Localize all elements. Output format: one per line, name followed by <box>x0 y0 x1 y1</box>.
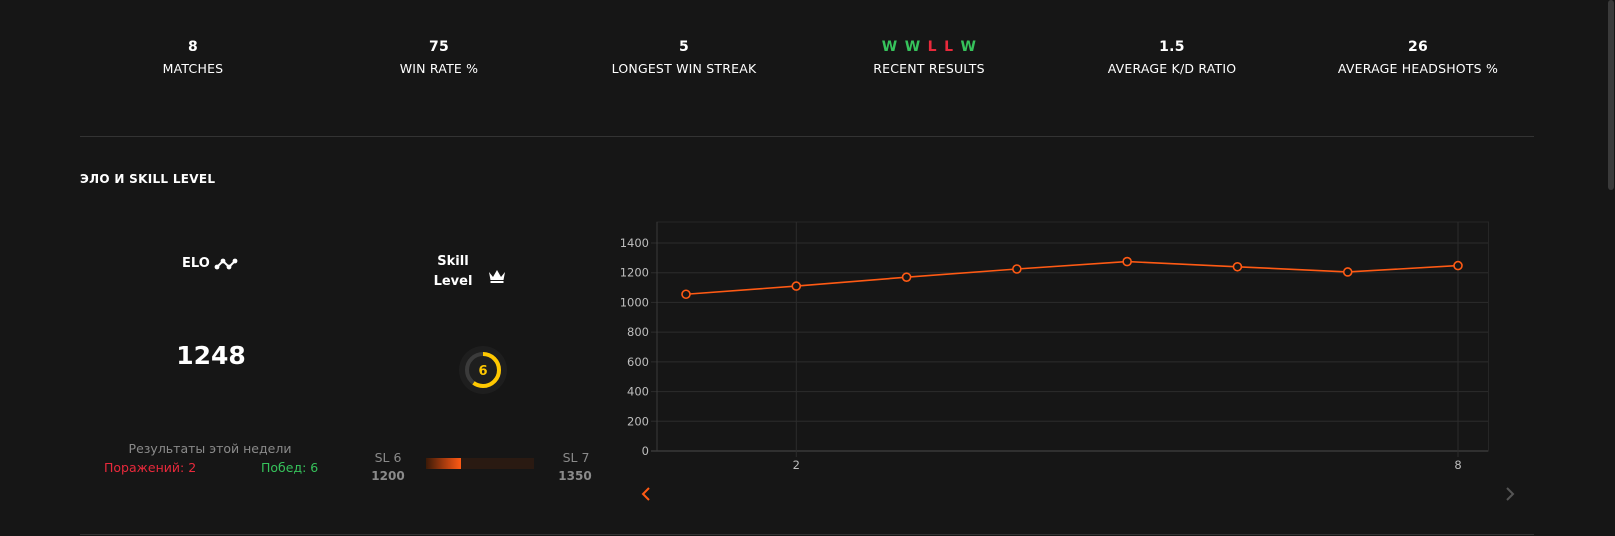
stat-recent-results-label: RECENT RESULTS <box>873 61 985 76</box>
y-tick-label: 800 <box>627 325 649 339</box>
week-results-title: Результаты этой недели <box>128 441 292 456</box>
stat-matches: 8 MATCHES <box>73 38 313 77</box>
progress-right-value: 1350 <box>558 469 592 483</box>
week-losses: Поражений: 2 <box>104 460 197 475</box>
skill-level-number: 6 <box>478 364 487 379</box>
skill-label-line2: Level <box>433 274 473 289</box>
elo-data-point <box>1453 260 1463 271</box>
elo-data-point <box>681 289 691 300</box>
divider-top <box>80 136 1534 137</box>
week-wins: Побед: 6 <box>261 460 319 475</box>
page-scrollbar-thumb[interactable] <box>1608 0 1614 190</box>
elo-data-point <box>1122 256 1132 267</box>
elo-data-point <box>1012 264 1022 274</box>
x-tick-label: 8 <box>1454 458 1461 472</box>
stat-win-rate: 75 WIN RATE % <box>319 38 559 77</box>
recent-result: W <box>904 39 921 55</box>
chart-prev-button[interactable] <box>638 484 654 504</box>
y-tick-label: 1400 <box>620 236 649 250</box>
stat-headshots-label: AVERAGE HEADSHOTS % <box>1337 61 1499 76</box>
stat-kd-ratio-value: 1.5 <box>1159 39 1185 55</box>
elo-series-line <box>685 260 1459 296</box>
y-tick-label: 1200 <box>620 266 649 280</box>
stats-row: 8 MATCHES 75 WIN RATE % 5 LONGEST WIN ST… <box>0 38 1615 86</box>
skill-label-line1: Skill <box>437 254 469 269</box>
skill-level-label: Skill Level <box>428 252 478 292</box>
stat-kd-ratio-label: AVERAGE K/D RATIO <box>1107 61 1237 76</box>
stat-recent-results: W W L L W RECENT RESULTS <box>809 38 1049 77</box>
recent-result: L <box>927 39 937 55</box>
y-tick-label: 600 <box>627 355 649 369</box>
page-scrollbar[interactable] <box>1605 0 1615 536</box>
elo-header: ELO <box>182 256 238 271</box>
recent-results-list: W W L L W <box>809 38 1049 56</box>
crown-icon <box>489 270 505 283</box>
section-title: ЭЛО И SKILL LEVEL <box>80 172 216 186</box>
chart-frame <box>656 221 1489 452</box>
elo-data-point <box>1342 267 1353 277</box>
stat-win-rate-label: WIN RATE % <box>399 61 479 76</box>
elo-data-point <box>791 281 802 291</box>
stat-headshots-value: 26 <box>1407 39 1429 55</box>
y-tick-label: 1000 <box>620 295 649 309</box>
stat-matches-value: 8 <box>187 39 199 55</box>
elo-label: ELO <box>182 256 210 271</box>
stat-longest-streak-value: 5 <box>678 39 690 55</box>
skill-progress-bar <box>426 458 534 469</box>
y-tick-label: 400 <box>627 385 649 399</box>
stat-headshots: 26 AVERAGE HEADSHOTS % <box>1298 38 1538 77</box>
recent-result: W <box>881 39 898 55</box>
stat-win-rate-value: 75 <box>428 39 450 55</box>
skill-level-badge: 6 <box>459 346 507 394</box>
stat-matches-label: MATCHES <box>162 61 224 76</box>
progress-left-value: 1200 <box>371 469 405 483</box>
divider-bottom <box>80 534 1534 535</box>
recent-result: L <box>944 39 954 55</box>
elo-history-chart: 0 200 400 600 800 1000 1200 1400 2 8 <box>620 221 1489 472</box>
elo-value: 1248 <box>176 341 246 370</box>
progress-left-label: SL 6 <box>374 450 402 465</box>
elo-data-point <box>901 272 912 282</box>
y-tick-label: 200 <box>627 414 649 428</box>
stat-kd-ratio: 1.5 AVERAGE K/D RATIO <box>1052 38 1292 77</box>
skill-progress-fill <box>426 458 461 469</box>
chart-next-button[interactable] <box>1502 484 1518 504</box>
y-tick-label: 0 <box>642 444 649 458</box>
elo-data-point <box>1232 261 1243 272</box>
skill-level-header: Skill Level <box>428 252 506 292</box>
stat-longest-streak: 5 LONGEST WIN STREAK <box>564 38 804 77</box>
recent-result: W <box>960 39 977 55</box>
stat-longest-streak-label: LONGEST WIN STREAK <box>611 61 757 76</box>
elo-graph-icon <box>214 258 238 269</box>
progress-right-label: SL 7 <box>562 450 590 465</box>
x-tick-label: 2 <box>793 458 800 472</box>
